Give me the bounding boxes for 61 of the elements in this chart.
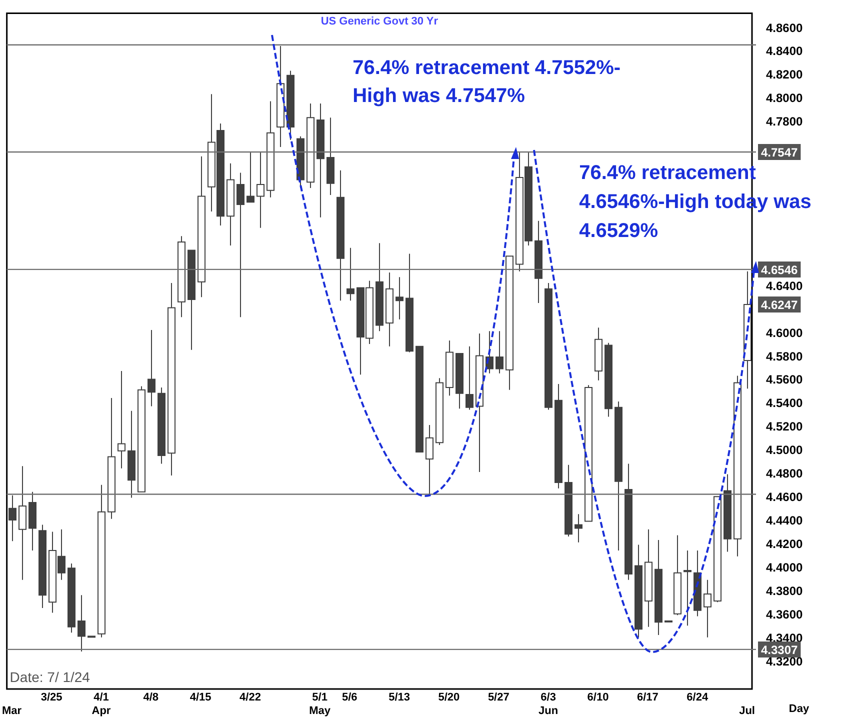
- candlestick: [426, 424, 434, 495]
- ref-line-label: 4.6546: [761, 262, 798, 277]
- candlestick: [78, 594, 86, 652]
- x-tick-label: 4/8: [143, 692, 159, 704]
- y-tick-label: 4.4600: [766, 490, 804, 504]
- y-tick-label: 4.4000: [766, 560, 804, 574]
- y-tick-label: 4.4400: [766, 514, 804, 528]
- y-tick-label: 4.4200: [766, 537, 804, 551]
- x-tick-label: 6/3 Jun: [538, 692, 558, 717]
- y-tick-label: 4.5600: [766, 372, 804, 387]
- x-tick-label: 6/17: [636, 692, 658, 704]
- candlestick: [396, 276, 404, 320]
- candlestick: [574, 514, 582, 543]
- candlestick: [256, 151, 264, 228]
- annotation: 4.6247: [761, 298, 798, 312]
- y-tick-label: 4.3800: [766, 584, 804, 598]
- candlestick: [236, 172, 244, 318]
- y-tick-label: 4.6400: [766, 278, 804, 293]
- candlestick: [684, 550, 692, 626]
- x-tick-label: 4/22: [240, 692, 261, 704]
- candlestick: [466, 346, 474, 410]
- y-tick-label: 4.4800: [766, 466, 804, 481]
- y-tick-label: 4.7800: [766, 114, 804, 129]
- y-tick-label: 4.3600: [766, 607, 804, 622]
- x-tick-label: 6/10: [587, 692, 609, 704]
- y-tick-label: 4.5000: [766, 443, 804, 458]
- annotation: Date: 7/ 1/24: [10, 669, 90, 686]
- candlestick: [496, 330, 504, 374]
- y-tick-label: 4.3400: [766, 630, 804, 645]
- x-tick-label: 5/1 May: [309, 692, 332, 717]
- x-tick-label: 5/27: [488, 692, 510, 704]
- y-tick-label: 4.3200: [766, 654, 804, 668]
- x-tick-label: 5/20: [438, 692, 460, 704]
- x-tick-label: Mar: [2, 704, 22, 717]
- candlestick: [8, 494, 16, 542]
- x-tick-label: 4/1 Apr: [92, 692, 112, 717]
- y-tick-label: 4.5200: [766, 420, 804, 434]
- y-tick-label: 4.8200: [766, 68, 804, 82]
- candlestick: [704, 579, 712, 638]
- y-tick-label: 4.5800: [766, 349, 804, 364]
- x-tick-label: 4/15: [190, 692, 212, 704]
- x-tick-label: 5/13: [388, 692, 410, 704]
- y-tick-label: 4.8000: [766, 91, 804, 106]
- y-tick-label: 4.5400: [766, 396, 804, 410]
- candlestick: [148, 329, 156, 407]
- ref-line-label: 4.7547: [761, 145, 798, 160]
- x-tick-label: Jul: [739, 704, 755, 717]
- y-tick-label: 4.8400: [766, 44, 804, 58]
- candlestick: [246, 151, 254, 203]
- candlestick: [118, 370, 126, 469]
- y-tick-label: 4.8600: [766, 20, 804, 35]
- candlestick: [346, 247, 354, 302]
- y-tick-label: 4.6000: [766, 326, 804, 340]
- x-tick-label: 3/25: [40, 692, 62, 704]
- candlestick: [18, 466, 26, 580]
- annotation: 76.4% retracement 4.7552%- High was 4.7547%: [352, 57, 621, 108]
- ref-line-label: 4.3307: [761, 642, 798, 657]
- x-tick-label: 5/6: [342, 692, 358, 704]
- x-axis-title: Day: [788, 703, 810, 716]
- chart-title: US Generic Govt 30 Yr: [320, 16, 439, 28]
- x-tick-label: 6/24: [686, 692, 709, 704]
